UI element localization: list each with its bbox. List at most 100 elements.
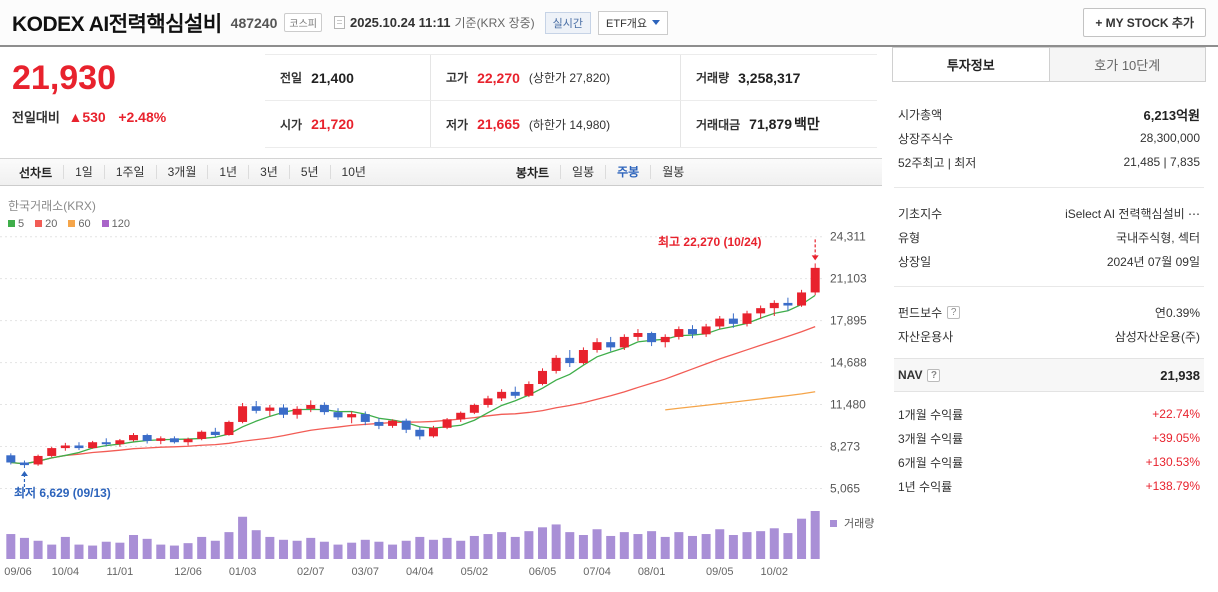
svg-text:24,311: 24,311 [830,230,866,244]
tab-investment-info[interactable]: 투자정보 [893,48,1050,81]
tab-1week[interactable]: 1주일 [103,165,156,179]
header: KODEX AI전력핵심설비 487240 코스피 2025.10.24 11:… [0,0,1218,47]
volume-legend: 거래량 [830,515,874,531]
quote-section: 21,930 전일대비 ▲530 +2.48% 전일 21,400 고가 22,… [0,47,882,154]
line-chart-group-label: 선차트 [19,165,53,180]
up-arrow-icon: ▲ [68,109,83,125]
tab-5year[interactable]: 5년 [288,165,330,179]
investment-info-panel: 투자정보 호가 10단계 시가총액 6,213억원 상장주식수 28,300,0… [892,47,1206,592]
tab-3month[interactable]: 3개월 [155,165,208,179]
market-badge: 코스피 [284,13,322,32]
ma-legend: 5 20 60 120 [8,218,130,230]
change-percent: +2.48% [118,109,167,125]
listing-date-label: 상장일 [898,254,932,269]
nav-value: 21,938 [1160,367,1200,383]
return-3month-label: 3개월 수익률 [898,431,964,446]
return-6month-value: +130.53% [1145,455,1200,469]
high-label: 고가 [446,71,469,85]
volume-swatch [830,519,837,527]
shares-label: 상장주식수 [898,131,954,146]
current-price: 21,930 [12,59,116,97]
high-value: 22,270 [477,69,520,86]
candlestick-chart[interactable]: 24,311 21,103 17,895 14,688 11,480 8,273 5,065… [0,187,882,587]
return-3month-value: +39.05% [1152,431,1200,445]
svg-text:05/02: 05/02 [461,566,489,578]
open-label: 시가 [280,117,303,132]
svg-text:08/01: 08/01 [638,566,666,578]
row-underlying-index: 기초지수 iSelect AI 전력핵심설비 ⋯ [894,201,1204,225]
market-cap-label: 시가총액 [898,107,943,122]
price-block: 21,930 전일대비 ▲530 +2.48% [12,61,166,126]
trade-value-cell: 거래대금 71,879 백만 [680,101,877,147]
tab-1day[interactable]: 1일 [63,165,104,179]
svg-text:09/05: 09/05 [706,566,734,578]
low-annotation: 최저 6,629 (09/13) [14,486,111,500]
divider [894,286,1204,287]
row-shares-outstanding: 상장주식수 28,300,000 [894,126,1204,150]
row-return-6month: 6개월 수익률 +130.53% [894,450,1204,474]
row-fund-type: 유형 국내주식형, 섹터 [894,225,1204,249]
ticker-code: 487240 [230,14,278,31]
ma20-legend: 20 [35,218,57,230]
return-1month-value: +22.74% [1152,407,1200,421]
trade-value-label: 거래대금 [696,117,741,132]
ma120-legend: 120 [101,218,130,230]
svg-text:04/04: 04/04 [406,566,434,578]
nav-label: NAV? [898,368,941,382]
return-1year-value: +138.79% [1145,479,1200,493]
etf-overview-button[interactable]: ETF개요 [598,10,669,35]
help-icon[interactable]: ? [927,368,941,382]
market-cap-value: 6,213억원 [1143,107,1200,123]
chevron-down-icon [652,20,661,25]
ma120-swatch [101,220,109,227]
asset-manager-value: 삼성자산운용(주) [1114,329,1200,344]
trade-value-value: 71,879 [749,116,792,132]
tab-orderbook-10[interactable]: 호가 10단계 [1094,58,1161,73]
fund-fee-value: 연0.39% [1154,305,1200,320]
open-cell: 시가 21,720 [265,101,430,147]
open-value: 21,720 [311,116,354,132]
prev-close-label: 전일 [280,71,303,85]
tab-3year[interactable]: 3년 [248,165,289,179]
lower-limit-note: (하한가 14,980) [528,117,611,132]
low-value: 21,665 [477,116,520,132]
ma60-swatch [68,220,76,227]
row-market-cap: 시가총액 6,213억원 [894,102,1204,126]
svg-text:11/01: 11/01 [107,566,134,578]
mystock-add-button[interactable]: + MY STOCK 추가 [1083,8,1206,37]
fund-fee-label: 펀드보수? [898,304,961,321]
return-6month-label: 6개월 수익률 [898,455,964,470]
svg-text:10/04: 10/04 [52,566,80,578]
tab-10year[interactable]: 10년 [329,165,377,179]
ma60-legend: 60 [68,218,91,230]
prev-close-cell: 전일 21,400 [265,55,430,101]
return-1month-label: 1개월 수익률 [898,407,964,422]
help-icon[interactable]: ? [947,305,961,319]
sidebar-body: 시가총액 6,213억원 상장주식수 28,300,000 52주최고 | 최저… [892,82,1206,498]
underlying-index-label: 기초지수 [898,206,943,221]
svg-text:03/07: 03/07 [352,566,380,578]
svg-text:07/04: 07/04 [583,566,611,578]
document-icon [333,16,345,29]
tab-1year[interactable]: 1년 [207,165,248,179]
chart-source-label: 한국거래소(KRX) [8,199,96,213]
trade-value-unit: 백만 [794,116,820,132]
fund-type-label: 유형 [898,230,921,245]
ma20-swatch [35,220,43,227]
tab-monthly-candle[interactable]: 월봉 [650,165,695,179]
ma5-legend: 5 [8,218,24,230]
row-fund-fee: 펀드보수? 연0.39% [894,300,1204,324]
chart-area: 24,311 21,103 17,895 14,688 11,480 8,273 5,065… [0,187,882,587]
row-listing-date: 상장일 2024년 07월 09일 [894,249,1204,273]
etf-overview-label: ETF개요 [606,17,648,30]
tab-weekly-candle[interactable]: 주봉 [605,165,650,179]
daily-summary-table: 전일 21,400 고가 22,270 (상한가 27,820) 거래량 3,2… [265,54,877,148]
volume-cell: 거래량 3,258,317 [680,55,877,101]
svg-text:17,895: 17,895 [830,314,867,328]
row-nav: NAV? 21,938 [894,358,1204,392]
upper-limit-note: (상한가 27,820) [528,71,611,85]
svg-text:12/06: 12/06 [174,566,202,578]
tab-daily-candle[interactable]: 일봉 [560,165,605,179]
listing-date-value: 2024년 07월 09일 [1106,254,1200,269]
